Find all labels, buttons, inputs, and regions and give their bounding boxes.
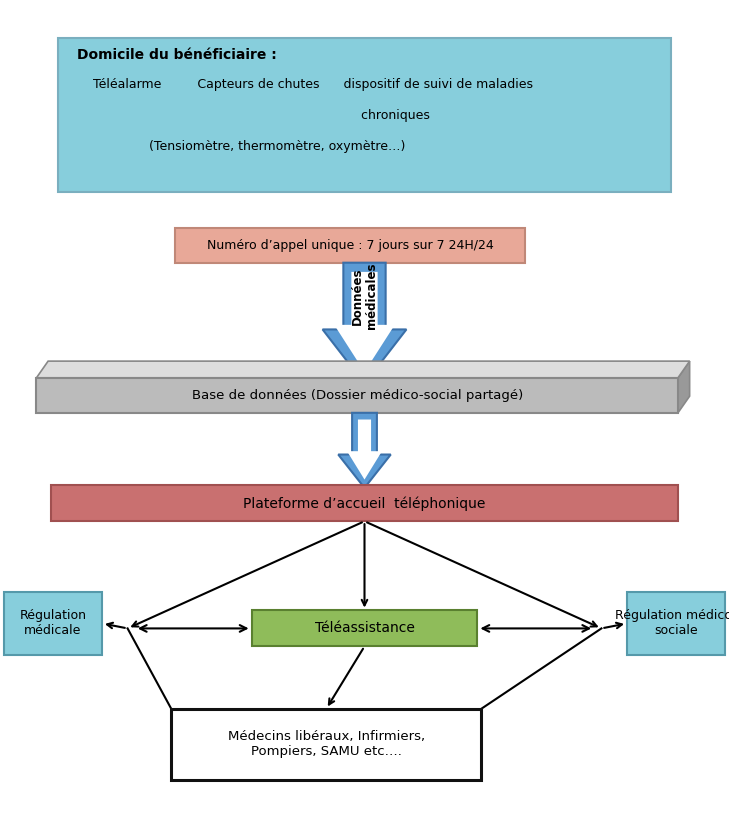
Text: (Tensiomètre, thermomètre, oxymètre…): (Tensiomètre, thermomètre, oxymètre…) xyxy=(77,140,405,153)
FancyBboxPatch shape xyxy=(51,485,678,521)
Text: Domicile du bénéficiaire :: Domicile du bénéficiaire : xyxy=(77,48,276,62)
Text: Plateforme d’accueil  téléphonique: Plateforme d’accueil téléphonique xyxy=(243,496,486,510)
Text: Médecins libéraux, Infirmiers,
Pompiers, SAMU etc….: Médecins libéraux, Infirmiers, Pompiers,… xyxy=(227,731,425,758)
Text: Régulation médico-
sociale: Régulation médico- sociale xyxy=(615,610,729,637)
Text: Téléalarme         Capteurs de chutes      dispositif de suivi de maladies: Téléalarme Capteurs de chutes dispositif… xyxy=(77,78,533,92)
Text: Numéro d’appel unique : 7 jours sur 7 24H/24: Numéro d’appel unique : 7 jours sur 7 24… xyxy=(206,239,494,252)
Polygon shape xyxy=(36,361,690,378)
FancyBboxPatch shape xyxy=(36,378,678,413)
FancyBboxPatch shape xyxy=(171,709,481,780)
Polygon shape xyxy=(347,420,382,480)
Polygon shape xyxy=(334,272,394,372)
Text: Régulation
médicale: Régulation médicale xyxy=(20,610,86,637)
Text: Données
médicales: Données médicales xyxy=(351,263,378,329)
FancyBboxPatch shape xyxy=(252,610,477,646)
FancyBboxPatch shape xyxy=(627,592,725,655)
FancyBboxPatch shape xyxy=(175,228,525,263)
Polygon shape xyxy=(678,361,690,413)
Text: Base de données (Dossier médico-social partagé): Base de données (Dossier médico-social p… xyxy=(192,389,523,402)
FancyBboxPatch shape xyxy=(58,38,671,192)
Text: chroniques: chroniques xyxy=(77,109,429,123)
Polygon shape xyxy=(338,413,391,488)
Text: Téléassistance: Téléassistance xyxy=(314,621,415,636)
FancyBboxPatch shape xyxy=(4,592,102,655)
Polygon shape xyxy=(322,263,407,384)
